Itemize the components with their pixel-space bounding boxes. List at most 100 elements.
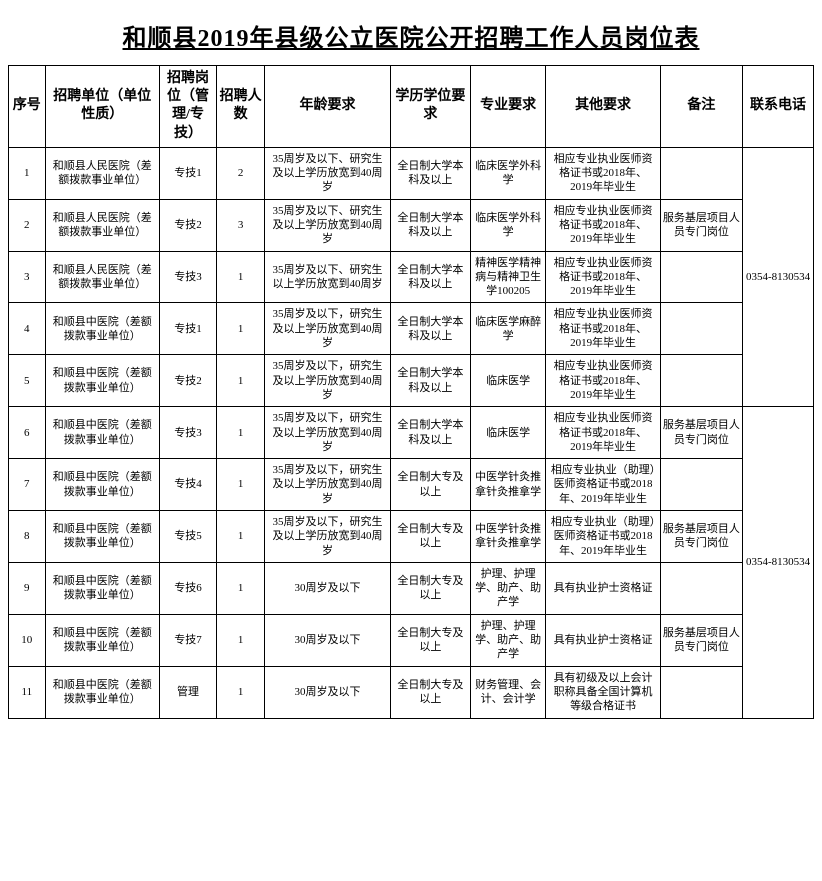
table-row: 4和顺县中医院（差额拨款事业单位）专技1135周岁及以下，研究生及以上学历放宽到…	[9, 303, 814, 355]
cell-unit: 和顺县中医院（差额拨款事业单位）	[45, 510, 159, 562]
cell-other: 具有执业护士资格证	[546, 562, 660, 614]
col-seq: 序号	[9, 66, 46, 148]
cell-age: 35周岁及以下，研究生及以上学历放宽到40周岁	[265, 355, 391, 407]
cell-age: 35周岁及以下、研究生及以上学历放宽到40周岁	[265, 147, 391, 199]
cell-remark	[660, 303, 742, 355]
cell-remark: 服务基层项目人员专门岗位	[660, 510, 742, 562]
cell-seq: 2	[9, 199, 46, 251]
cell-age: 35周岁及以下，研究生及以上学历放宽到40周岁	[265, 303, 391, 355]
cell-seq: 10	[9, 614, 46, 666]
cell-post: 管理	[159, 666, 216, 718]
cell-edu: 全日制大学本科及以上	[390, 407, 470, 459]
cell-major: 临床医学外科学	[470, 147, 545, 199]
cell-seq: 1	[9, 147, 46, 199]
table-row: 5和顺县中医院（差额拨款事业单位）专技2135周岁及以下，研究生及以上学历放宽到…	[9, 355, 814, 407]
cell-edu: 全日制大学本科及以上	[390, 303, 470, 355]
table-row: 9和顺县中医院（差额拨款事业单位）专技6130周岁及以下全日制大专及以上护理、护…	[9, 562, 814, 614]
cell-unit: 和顺县中医院（差额拨款事业单位）	[45, 666, 159, 718]
cell-other: 相应专业执业医师资格证书或2018年、2019年毕业生	[546, 199, 660, 251]
cell-unit: 和顺县人民医院（差额拨款事业单位）	[45, 251, 159, 303]
cell-post: 专技5	[159, 510, 216, 562]
cell-post: 专技2	[159, 355, 216, 407]
col-edu: 学历学位要求	[390, 66, 470, 148]
cell-post: 专技3	[159, 407, 216, 459]
cell-unit: 和顺县中医院（差额拨款事业单位）	[45, 614, 159, 666]
cell-count: 1	[217, 355, 265, 407]
cell-count: 1	[217, 614, 265, 666]
cell-post: 专技1	[159, 147, 216, 199]
cell-phone: 0354-8130534	[743, 147, 814, 406]
cell-count: 1	[217, 562, 265, 614]
table-row: 7和顺县中医院（差额拨款事业单位）专技4135周岁及以下，研究生及以上学历放宽到…	[9, 459, 814, 511]
cell-seq: 4	[9, 303, 46, 355]
cell-age: 35周岁及以下，研究生及以上学历放宽到40周岁	[265, 459, 391, 511]
cell-seq: 9	[9, 562, 46, 614]
cell-edu: 全日制大专及以上	[390, 459, 470, 511]
cell-age: 35周岁及以下、研究生及以上学历放宽到40周岁	[265, 199, 391, 251]
cell-remark	[660, 666, 742, 718]
cell-count: 1	[217, 510, 265, 562]
cell-unit: 和顺县中医院（差额拨款事业单位）	[45, 459, 159, 511]
cell-edu: 全日制大学本科及以上	[390, 355, 470, 407]
table-row: 6和顺县中医院（差额拨款事业单位）专技3135周岁及以下，研究生及以上学历放宽到…	[9, 407, 814, 459]
col-age: 年龄要求	[265, 66, 391, 148]
cell-age: 35周岁及以下，研究生及以上学历放宽到40周岁	[265, 407, 391, 459]
cell-other: 具有执业护士资格证	[546, 614, 660, 666]
cell-major: 护理、护理学、助产、助产学	[470, 562, 545, 614]
col-unit: 招聘单位（单位性质）	[45, 66, 159, 148]
recruitment-table: 序号 招聘单位（单位性质） 招聘岗位（管理/专技） 招聘人数 年龄要求 学历学位…	[8, 65, 814, 719]
cell-post: 专技6	[159, 562, 216, 614]
cell-post: 专技7	[159, 614, 216, 666]
cell-seq: 7	[9, 459, 46, 511]
cell-unit: 和顺县人民医院（差额拨款事业单位）	[45, 147, 159, 199]
cell-post: 专技1	[159, 303, 216, 355]
cell-seq: 11	[9, 666, 46, 718]
table-row: 10和顺县中医院（差额拨款事业单位）专技7130周岁及以下全日制大专及以上护理、…	[9, 614, 814, 666]
cell-remark: 服务基层项目人员专门岗位	[660, 407, 742, 459]
cell-edu: 全日制大学本科及以上	[390, 199, 470, 251]
cell-edu: 全日制大专及以上	[390, 510, 470, 562]
cell-phone: 0354-8130534	[743, 407, 814, 718]
cell-post: 专技3	[159, 251, 216, 303]
cell-unit: 和顺县中医院（差额拨款事业单位）	[45, 303, 159, 355]
cell-major: 临床医学	[470, 355, 545, 407]
cell-age: 35周岁及以下，研究生及以上学历放宽到40周岁	[265, 510, 391, 562]
cell-remark: 服务基层项目人员专门岗位	[660, 614, 742, 666]
cell-major: 财务管理、会计、会计学	[470, 666, 545, 718]
cell-other: 相应专业执业医师资格证书或2018年、2019年毕业生	[546, 355, 660, 407]
cell-remark	[660, 562, 742, 614]
cell-edu: 全日制大学本科及以上	[390, 251, 470, 303]
cell-age: 35周岁及以下、研究生以上学历放宽到40周岁	[265, 251, 391, 303]
cell-seq: 3	[9, 251, 46, 303]
cell-remark: 服务基层项目人员专门岗位	[660, 199, 742, 251]
cell-seq: 6	[9, 407, 46, 459]
col-post: 招聘岗位（管理/专技）	[159, 66, 216, 148]
cell-edu: 全日制大专及以上	[390, 562, 470, 614]
cell-age: 30周岁及以下	[265, 666, 391, 718]
cell-major: 临床医学麻醉学	[470, 303, 545, 355]
table-row: 8和顺县中医院（差额拨款事业单位）专技5135周岁及以下，研究生及以上学历放宽到…	[9, 510, 814, 562]
cell-other: 相应专业执业医师资格证书或2018年、2019年毕业生	[546, 251, 660, 303]
col-major: 专业要求	[470, 66, 545, 148]
cell-unit: 和顺县中医院（差额拨款事业单位）	[45, 355, 159, 407]
cell-age: 30周岁及以下	[265, 614, 391, 666]
cell-count: 3	[217, 199, 265, 251]
cell-count: 2	[217, 147, 265, 199]
cell-count: 1	[217, 251, 265, 303]
cell-major: 中医学针灸推拿针灸推拿学	[470, 459, 545, 511]
cell-remark	[660, 459, 742, 511]
cell-major: 精神医学精神病与精神卫生学100205	[470, 251, 545, 303]
cell-other: 相应专业执业医师资格证书或2018年、2019年毕业生	[546, 407, 660, 459]
cell-other: 相应专业执业医师资格证书或2018年、2019年毕业生	[546, 303, 660, 355]
cell-other: 相应专业执业（助理）医师资格证书或2018年、2019年毕业生	[546, 459, 660, 511]
cell-major: 临床医学外科学	[470, 199, 545, 251]
cell-other: 相应专业执业医师资格证书或2018年、2019年毕业生	[546, 147, 660, 199]
cell-age: 30周岁及以下	[265, 562, 391, 614]
cell-post: 专技4	[159, 459, 216, 511]
cell-remark	[660, 355, 742, 407]
cell-major: 护理、护理学、助产、助产学	[470, 614, 545, 666]
table-header-row: 序号 招聘单位（单位性质） 招聘岗位（管理/专技） 招聘人数 年龄要求 学历学位…	[9, 66, 814, 148]
cell-count: 1	[217, 303, 265, 355]
table-row: 1和顺县人民医院（差额拨款事业单位）专技1235周岁及以下、研究生及以上学历放宽…	[9, 147, 814, 199]
col-count: 招聘人数	[217, 66, 265, 148]
